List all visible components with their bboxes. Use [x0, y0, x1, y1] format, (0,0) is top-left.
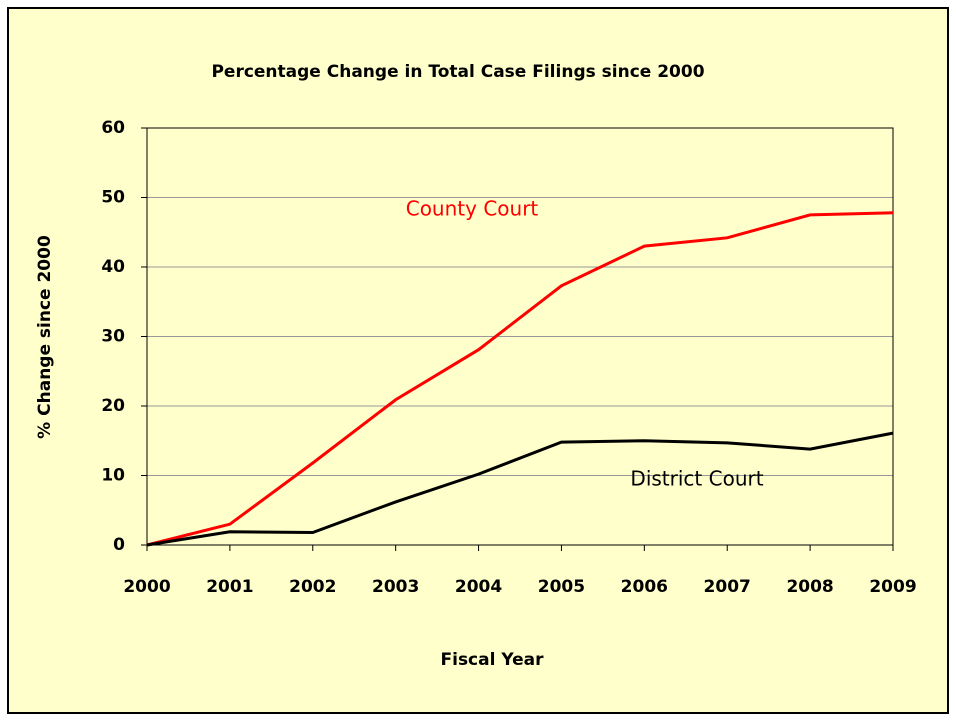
- y-axis-label: % Change since 2000: [35, 235, 55, 439]
- chart-title: Percentage Change in Total Case Filings …: [211, 62, 704, 82]
- x-tick-label: 2009: [869, 577, 916, 597]
- x-tick-label: 2004: [455, 577, 502, 597]
- y-tick-label: 10: [101, 466, 125, 486]
- x-tick-label: 2000: [123, 577, 170, 597]
- series-label: County Court: [406, 197, 539, 221]
- y-tick-label: 20: [101, 396, 125, 416]
- series-line: [146, 211, 894, 547]
- x-tick-label: 2003: [372, 577, 419, 597]
- y-tick-label: 50: [101, 188, 125, 208]
- y-tick-label: 30: [101, 327, 125, 347]
- x-axis-label: Fiscal Year: [441, 650, 545, 670]
- x-tick-label: 2007: [704, 577, 751, 597]
- y-tick-label: 60: [101, 118, 125, 138]
- plot-area: [146, 127, 894, 546]
- x-tick-label: 2008: [786, 577, 833, 597]
- y-tick-label: 0: [113, 535, 125, 555]
- y-tick-label: 40: [101, 257, 125, 277]
- x-tick-label: 2006: [621, 577, 668, 597]
- x-tick-label: 2002: [289, 577, 336, 597]
- series-label: District Court: [630, 467, 763, 491]
- series-line: [146, 431, 894, 547]
- x-tick-label: 2001: [206, 577, 253, 597]
- chart-background: [7, 7, 949, 714]
- x-tick-label: 2005: [538, 577, 585, 597]
